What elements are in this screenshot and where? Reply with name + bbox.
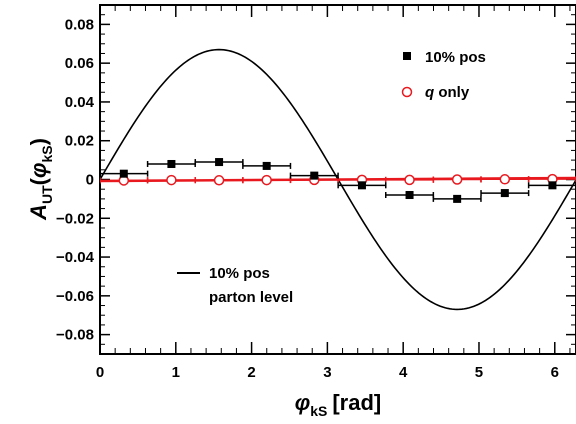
legend-label-parton-line2: parton level <box>209 289 293 306</box>
pos-10pct-point <box>262 161 271 170</box>
x-tick-label: 3 <box>323 364 331 381</box>
y-axis-arg-open: ( <box>26 177 51 185</box>
legend-label-10pct-pos: 10% pos <box>425 49 486 66</box>
x-tick-label: 0 <box>96 364 104 381</box>
y-tick-label: −0.02 <box>56 210 94 227</box>
y-axis-subscript: UT <box>39 185 55 204</box>
y-axis-arg-symbol: φ <box>26 163 51 178</box>
y-tick-label: 0.02 <box>65 133 94 150</box>
y-axis-ticks: 0.08 0.06 0.04 0.02 0 −0.02 −0.04 −0.06 −0.08 <box>56 4 576 355</box>
legend-label-parton-line1: 10% pos <box>209 265 270 282</box>
legend-lower-left: 10% pos parton level <box>177 265 293 306</box>
q-only-point <box>499 174 511 185</box>
pos-10pct-point <box>215 158 224 167</box>
legend-marker-filled-square <box>403 52 411 60</box>
x-tick-label: 6 <box>551 364 559 381</box>
y-tick-label: 0.04 <box>65 94 95 111</box>
pos-10pct-point <box>500 189 509 198</box>
pos-10pct-point <box>548 181 557 190</box>
x-axis-symbol: φ <box>295 390 310 415</box>
y-axis-symbol: A <box>26 204 51 221</box>
pos-10pct-point <box>310 171 319 180</box>
legend-label-q-only: q only <box>425 84 470 101</box>
x-tick-label: 4 <box>399 364 408 381</box>
q-only-point <box>404 174 415 186</box>
x-axis-ticks: 0 1 2 3 4 5 6 <box>96 5 571 381</box>
y-axis-arg-close: ) <box>26 138 51 145</box>
x-axis-title: φkS [rad] <box>295 390 382 419</box>
y-tick-label: 0.08 <box>65 16 94 33</box>
q-only-point <box>213 175 225 186</box>
legend-top-right: 10% pos q only <box>401 49 486 101</box>
pos-10pct-point <box>119 169 128 178</box>
pos-10pct-point <box>167 159 176 168</box>
x-tick-label: 5 <box>475 364 483 381</box>
pos-10pct-point <box>357 181 366 190</box>
y-tick-label: −0.06 <box>56 288 94 305</box>
x-axis-unit: [rad] <box>332 390 381 415</box>
x-axis-subscript: kS <box>310 403 327 419</box>
y-tick-label: 0.06 <box>65 55 94 72</box>
q-only-point <box>261 174 272 186</box>
q-only-point <box>166 174 177 186</box>
pos-10pct-point <box>453 194 462 203</box>
x-tick-label: 1 <box>172 364 180 381</box>
legend-label-q-rest: only <box>434 84 470 101</box>
legend-label-q-symbol: q <box>425 84 434 101</box>
q-only-point <box>451 174 463 185</box>
pos-10pct-point <box>405 191 414 200</box>
series-layer <box>100 48 576 311</box>
legend-marker-open-circle <box>401 86 413 98</box>
y-axis-title: AUT(φkS) <box>26 138 55 221</box>
y-tick-label: −0.08 <box>56 327 94 344</box>
x-tick-label: 2 <box>247 364 255 381</box>
y-tick-label: −0.04 <box>56 249 95 266</box>
y-axis-arg-subscript: kS <box>39 145 55 162</box>
y-tick-label: 0 <box>86 172 94 189</box>
